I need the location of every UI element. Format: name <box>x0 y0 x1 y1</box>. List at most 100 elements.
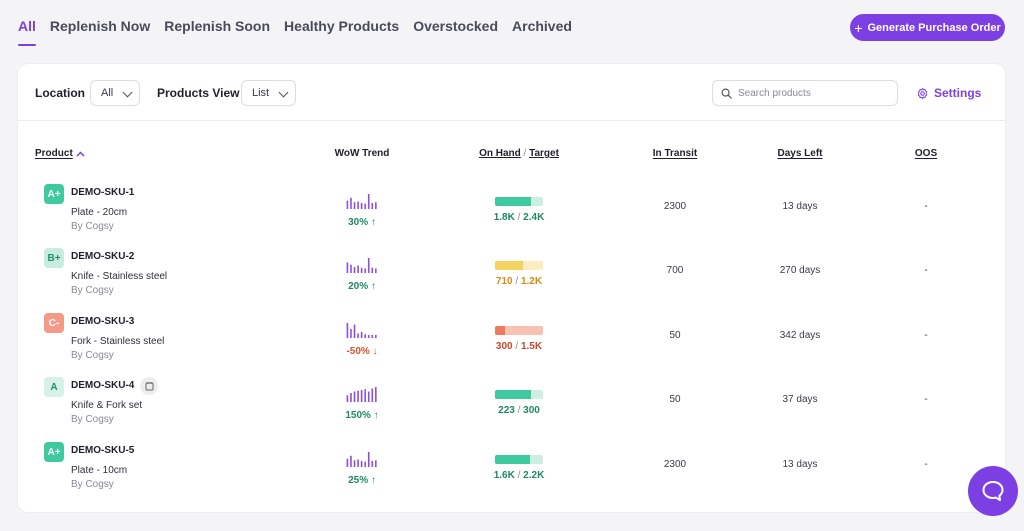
location-select[interactable]: All <box>90 80 140 106</box>
on-hand-value: 1.6K <box>493 470 515 481</box>
trend-bar <box>375 202 377 209</box>
tab-all[interactable]: All <box>18 14 36 46</box>
trend-bar <box>350 455 352 467</box>
product-name: Plate - 20cm <box>71 207 128 218</box>
trend-bar <box>375 460 377 467</box>
settings-label: Settings <box>934 86 982 100</box>
trend-bar <box>350 197 352 209</box>
tab-replenish-soon[interactable]: Replenish Soon <box>164 18 271 34</box>
product-vendor: By Cogsy <box>71 479 114 490</box>
trend-bar <box>371 388 374 402</box>
products-view-label: Products View <box>157 86 240 100</box>
trend-bar <box>357 390 359 402</box>
products-card: Location All Products View List Settings… <box>18 64 1005 512</box>
grade-badge: A <box>44 377 64 397</box>
on-hand-separator: / <box>517 470 521 481</box>
table-row[interactable]: B+ DEMO-SKU-2 Knife - Stainless steel By… <box>18 243 1005 307</box>
target-sort[interactable]: Target <box>529 148 559 159</box>
header-separator: / <box>523 148 527 159</box>
trend-bar <box>350 329 352 338</box>
sku-link[interactable]: DEMO-SKU-5 <box>71 445 135 456</box>
on-hand-progress-fill <box>495 390 531 399</box>
tab-archived[interactable]: Archived <box>512 18 572 34</box>
days-left-value: 37 days <box>782 394 818 405</box>
on-hand-progress-fill <box>495 455 531 464</box>
oos-value: - <box>924 459 928 470</box>
days-left-header[interactable]: Days Left <box>777 148 823 159</box>
on-hand-separator: / <box>517 212 521 223</box>
grade-badge: B+ <box>44 248 64 268</box>
trend-bar <box>367 391 370 402</box>
search-input[interactable] <box>738 87 888 99</box>
oos-header[interactable]: OOS <box>914 148 938 159</box>
wow-trend-sparkline <box>346 323 377 338</box>
table-row[interactable]: A DEMO-SKU-4 Knife & Fork set By Cogsy 1… <box>18 372 1005 436</box>
product-name: Plate - 10cm <box>71 465 128 476</box>
days-left-value: 342 days <box>779 330 821 341</box>
on-hand-target-value: 223 / 300 <box>498 405 540 416</box>
trend-bar <box>371 267 374 273</box>
tab-healthy-products[interactable]: Healthy Products <box>284 18 400 34</box>
wow-trend-percent: 25% ↑ <box>348 475 376 486</box>
on-hand-target-value: 710 / 1.2K <box>496 276 542 287</box>
chat-launcher-button[interactable] <box>968 466 1018 516</box>
grade-badge: A+ <box>44 442 64 462</box>
table-row[interactable]: A+ DEMO-SKU-1 Plate - 20cm By Cogsy 30% … <box>18 179 1005 243</box>
tab-replenish-now[interactable]: Replenish Now <box>49 18 151 34</box>
trend-bar <box>357 333 359 338</box>
bundle-icon <box>140 377 158 395</box>
on-hand-value: 710 <box>495 276 513 287</box>
products-view-select[interactable]: List <box>241 80 296 106</box>
on-hand-progress-bar <box>495 390 543 399</box>
trend-bar <box>360 390 363 402</box>
on-hand-separator: / <box>515 341 519 352</box>
trend-bar <box>371 461 374 467</box>
trend-bar <box>346 395 349 402</box>
table-row[interactable]: A+ DEMO-SKU-5 Plate - 10cm By Cogsy 25% … <box>18 437 1005 501</box>
in-transit-value: 700 <box>666 265 684 276</box>
sku-link[interactable]: DEMO-SKU-3 <box>71 316 135 327</box>
table-row[interactable]: C- DEMO-SKU-3 Fork - Stainless steel By … <box>18 308 1005 372</box>
chevron-down-icon <box>278 87 289 98</box>
tab-overstocked[interactable]: Overstocked <box>413 18 499 34</box>
settings-button[interactable]: Settings <box>916 86 981 100</box>
status-tabs: All Replenish Now Replenish Soon Healthy Pr… <box>18 14 572 46</box>
generate-purchase-order-button[interactable]: + Generate Purchase Order <box>850 14 1005 41</box>
wow-trend-sparkline <box>346 258 377 273</box>
product-vendor: By Cogsy <box>71 350 114 361</box>
on-hand-target-header: On Hand / Target <box>479 148 559 159</box>
search-box <box>712 80 898 106</box>
wow-trend-percent: -50% ↓ <box>346 346 378 357</box>
on-hand-progress-bar <box>495 197 543 206</box>
product-vendor: By Cogsy <box>71 414 114 425</box>
trend-bar <box>371 335 374 338</box>
wow-trend-sparkline <box>346 194 377 209</box>
on-hand-progress-fill <box>495 326 505 335</box>
trend-bar <box>371 203 374 209</box>
oos-value: - <box>924 265 928 276</box>
search-icon <box>721 88 732 99</box>
sort-product-header[interactable]: Product <box>35 148 85 159</box>
in-transit-header[interactable]: In Transit <box>652 148 698 159</box>
wow-trend-header: WoW Trend <box>334 148 390 159</box>
on-hand-sort[interactable]: On Hand <box>479 148 521 159</box>
days-left-value: 13 days <box>782 459 818 470</box>
oos-value: - <box>924 394 928 405</box>
oos-value: - <box>924 201 928 212</box>
sku-link[interactable]: DEMO-SKU-2 <box>71 251 135 262</box>
gear-icon <box>917 87 928 99</box>
wow-trend-percent: 30% ↑ <box>348 217 376 228</box>
trend-bar <box>350 393 352 402</box>
target-value: 300 <box>523 405 540 416</box>
sku-link[interactable]: DEMO-SKU-1 <box>71 187 135 198</box>
on-hand-value: 223 <box>498 405 515 416</box>
trend-bar <box>360 332 363 338</box>
on-hand-progress-bar <box>495 326 543 335</box>
table-header: Product WoW Trend On Hand / Target In Tr… <box>18 148 1005 164</box>
wow-trend-percent: 150% ↑ <box>345 410 379 421</box>
trend-bar <box>353 267 356 273</box>
location-label: Location <box>35 86 85 100</box>
sku-link[interactable]: DEMO-SKU-4 <box>71 380 135 391</box>
in-transit-value: 50 <box>669 330 681 341</box>
on-hand-progress-bar <box>495 261 543 270</box>
